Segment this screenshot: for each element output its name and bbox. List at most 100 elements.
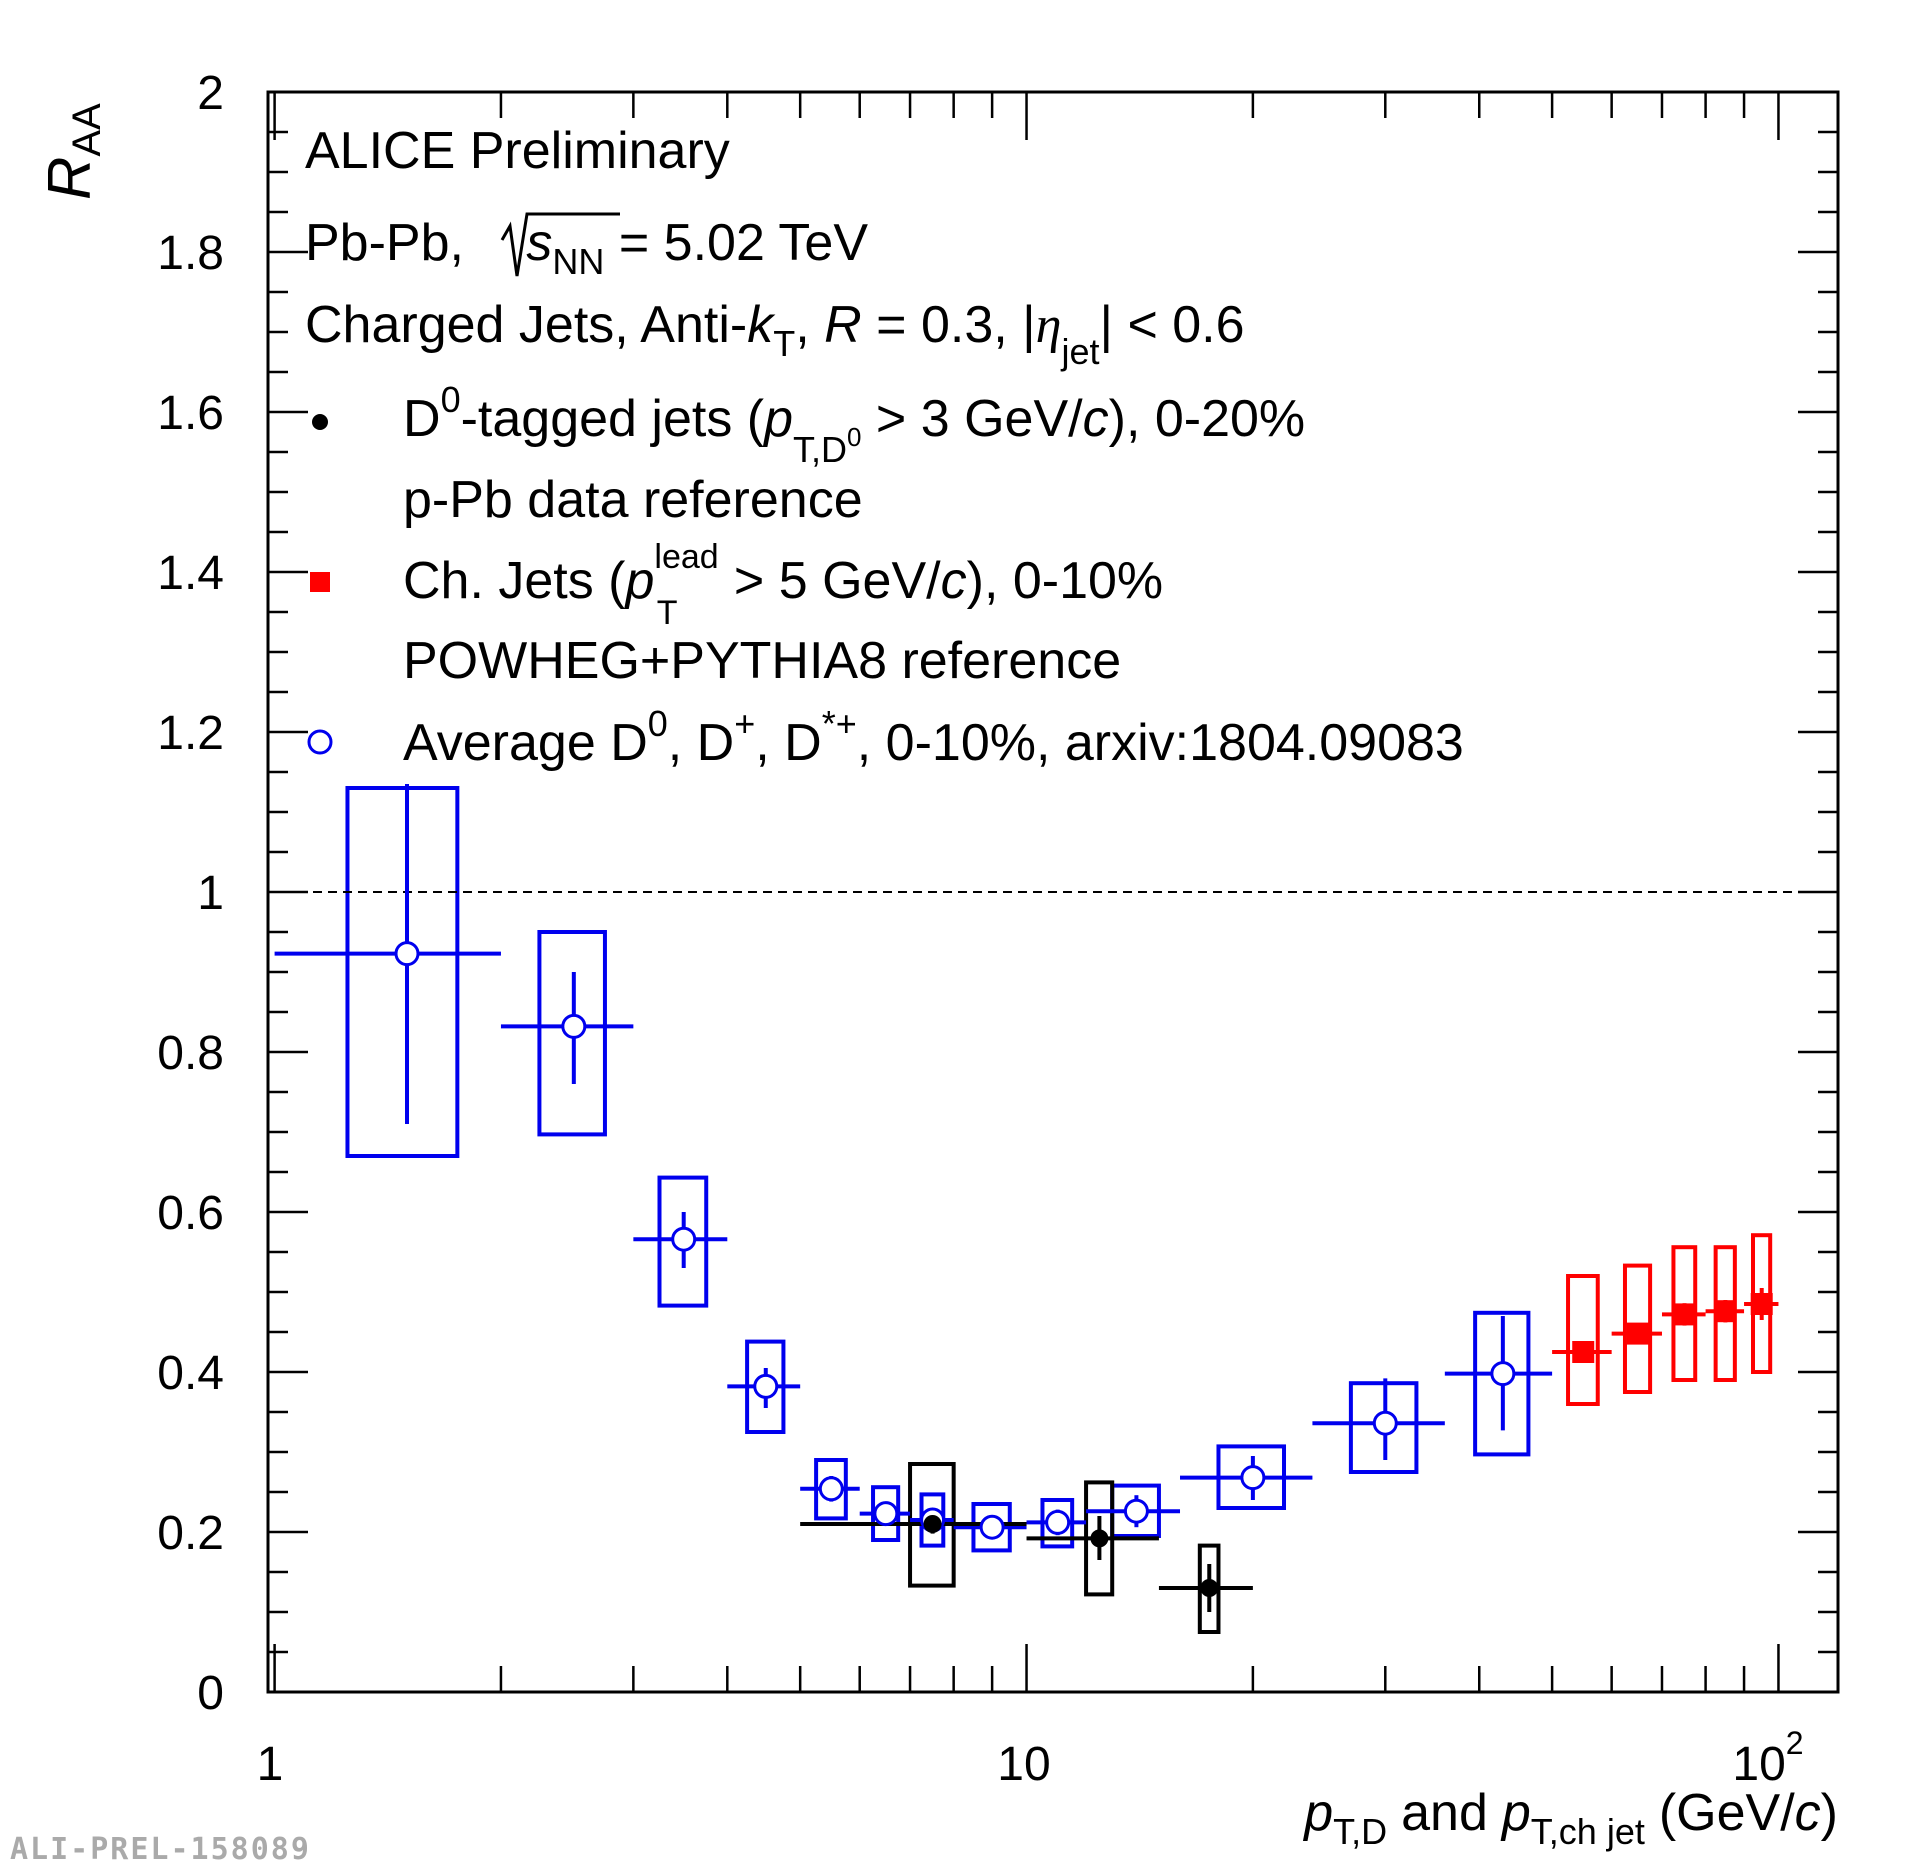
legend-ch-c: c bbox=[941, 552, 967, 610]
x-axis-title-p2-sub: T,ch jet bbox=[1531, 1811, 1645, 1852]
point-average-d-6 bbox=[873, 1501, 899, 1527]
legend-avg-b: , D bbox=[668, 714, 734, 772]
y-tick-label: 2 bbox=[197, 67, 224, 120]
y-tick-label: 1.6 bbox=[157, 387, 224, 440]
annotation-system-prefix: Pb-Pb, bbox=[305, 214, 478, 272]
sys-box-ch-jets-2 bbox=[1622, 1263, 1653, 1394]
y-axis-title: RAA bbox=[36, 103, 109, 200]
point-average-d-1 bbox=[394, 941, 420, 967]
y-tick-label: 1.4 bbox=[157, 547, 224, 600]
annotation-system: Pb-Pb, sNN = 5.02 TeV bbox=[305, 214, 868, 282]
y-tick-label: 1.2 bbox=[157, 707, 224, 760]
annotation-R-eq: = 0.3, | bbox=[862, 296, 1036, 354]
sys-box-average-d-2 bbox=[537, 930, 607, 1137]
legend-sublabel-ch-jets: POWHEG+PYTHIA8 reference bbox=[403, 632, 1121, 690]
annotation-eta-end: | < 0.6 bbox=[1099, 296, 1244, 354]
point-average-d-11 bbox=[1240, 1465, 1266, 1491]
legend-ch-p: p bbox=[624, 552, 655, 610]
legend-d0-subsup: 0 bbox=[847, 422, 861, 452]
legend-ch-b: > 5 GeV/ bbox=[719, 552, 941, 610]
sqrt-sign bbox=[500, 212, 620, 277]
x-axis-title-unit-close: ) bbox=[1821, 1784, 1838, 1842]
annotation-eta: η bbox=[1036, 297, 1062, 354]
point-d0-jets-3 bbox=[1200, 1579, 1219, 1597]
annotation-sqrt-s: s bbox=[526, 214, 552, 272]
legend-avg-s3: *+ bbox=[822, 703, 857, 744]
legend-d0-D: D bbox=[403, 390, 441, 448]
legend-avg-c: , D bbox=[755, 714, 821, 772]
x-tick-label-10: 10 bbox=[997, 1738, 1050, 1791]
legend-marker-average-d bbox=[307, 729, 333, 755]
legend-ch-sub: T bbox=[657, 594, 678, 632]
x-axis-title-unit: (GeV/ bbox=[1659, 1784, 1795, 1842]
point-average-d-3 bbox=[671, 1226, 697, 1252]
annotation-system-suffix: = 5.02 TeV bbox=[604, 214, 868, 272]
legend-avg-s2: + bbox=[734, 703, 755, 744]
point-average-d-4 bbox=[753, 1373, 779, 1399]
sys-box-ch-jets-1 bbox=[1566, 1274, 1600, 1406]
legend-ch-d: ), 0-10% bbox=[967, 552, 1164, 610]
point-average-d-8 bbox=[979, 1514, 1005, 1540]
x-axis-title: pT,D and pT,ch jet (GeV/c) bbox=[1302, 1784, 1838, 1852]
legend-d0-a: -tagged jets ( bbox=[461, 390, 765, 448]
y-tick-label: 0.6 bbox=[157, 1187, 224, 1240]
annotation-comma: , bbox=[795, 296, 824, 354]
point-average-d-9 bbox=[1045, 1509, 1071, 1535]
legend-ch-a: Ch. Jets ( bbox=[403, 552, 626, 610]
legend-d0-d: ), 0-20% bbox=[1109, 390, 1306, 448]
annotation-R: R bbox=[824, 296, 862, 354]
y-axis-title-main: R bbox=[36, 157, 103, 200]
annotation-k-sub: T bbox=[773, 323, 795, 364]
legend-label-d0-jets: D0-tagged jets (pT,D0 > 3 GeV/c), 0-20% bbox=[403, 379, 1305, 470]
point-ch-jets-3 bbox=[1673, 1303, 1696, 1326]
x-tick-label-exponent: 2 bbox=[1786, 1725, 1804, 1761]
legend-avg-s1: 0 bbox=[648, 703, 668, 744]
annotation-jets: Charged Jets, Anti-kT, R = 0.3, |ηjet| <… bbox=[305, 296, 1245, 372]
x-axis-title-p1-sub: T,D bbox=[1333, 1811, 1387, 1852]
point-average-d-5 bbox=[818, 1476, 844, 1502]
point-d0-jets-2 bbox=[1090, 1529, 1109, 1548]
legend-d0-sup: 0 bbox=[441, 379, 461, 420]
point-average-d-12 bbox=[1372, 1410, 1398, 1436]
point-average-d-2 bbox=[561, 1013, 587, 1039]
legend-d0-sub: T,D bbox=[793, 429, 847, 470]
legend-avg-a: Average D bbox=[403, 714, 648, 772]
legend-marker-ch-jets bbox=[310, 572, 330, 592]
x-axis-title-p2: p bbox=[1500, 1784, 1531, 1842]
legend-d0-c: c bbox=[1083, 390, 1109, 448]
y-tick-label: 0.2 bbox=[157, 1507, 224, 1560]
annotation-sqrt-sub: NN bbox=[552, 241, 604, 282]
x-axis-title-p1: p bbox=[1302, 1784, 1333, 1842]
annotation-k: k bbox=[747, 296, 776, 354]
legend-d0-p: p bbox=[762, 390, 793, 448]
sys-box-average-d-3 bbox=[657, 1175, 709, 1308]
annotation-jets-prefix: Charged Jets, Anti- bbox=[305, 296, 747, 354]
point-ch-jets-1 bbox=[1572, 1341, 1595, 1363]
x-tick-label-100: 102 bbox=[1732, 1725, 1803, 1791]
point-average-d-13 bbox=[1490, 1361, 1516, 1387]
point-ch-jets-5 bbox=[1750, 1293, 1773, 1315]
y-tick-label: 1 bbox=[197, 867, 224, 920]
legend-label-average-d: Average D0, D+, D*+, 0-10%, arxiv:1804.0… bbox=[403, 703, 1464, 772]
watermark: ALI-PREL-158089 bbox=[10, 1832, 311, 1867]
y-tick-label: 0.8 bbox=[157, 1027, 224, 1080]
y-axis-title-sub: AA bbox=[65, 103, 109, 157]
x-axis-title-unit-c: c bbox=[1795, 1784, 1821, 1842]
legend-ch-sup: lead bbox=[654, 538, 718, 576]
sys-box-average-d-1 bbox=[345, 786, 460, 1158]
legend-avg-d: , 0-10%, arxiv:1804.09083 bbox=[857, 714, 1464, 772]
legend-marker-d0-jets bbox=[312, 414, 328, 430]
x-tick-label-1: 1 bbox=[257, 1738, 284, 1791]
y-tick-label: 0 bbox=[197, 1667, 224, 1720]
annotation-eta-sub: jet bbox=[1060, 331, 1099, 372]
sys-box-average-d-13 bbox=[1473, 1310, 1531, 1457]
point-average-d-10 bbox=[1123, 1498, 1149, 1524]
annotation-title: ALICE Preliminary bbox=[305, 122, 730, 180]
point-d0-jets-1 bbox=[923, 1515, 942, 1533]
point-ch-jets-4 bbox=[1714, 1300, 1737, 1323]
y-tick-label: 1.8 bbox=[157, 227, 224, 280]
x-tick-label-base: 10 bbox=[1732, 1738, 1785, 1791]
legend-d0-b: > 3 GeV/ bbox=[861, 390, 1083, 448]
point-ch-jets-2 bbox=[1626, 1322, 1649, 1345]
